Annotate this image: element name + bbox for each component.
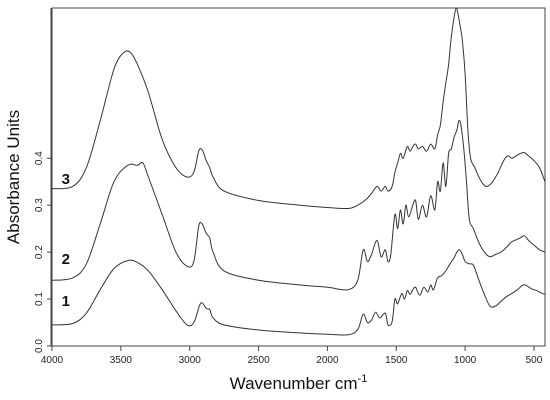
series-line-1 xyxy=(51,249,546,336)
plot-frame xyxy=(51,7,546,347)
plot-border xyxy=(51,7,546,347)
series-line-2 xyxy=(51,119,546,291)
y-tick-label: 0.1 xyxy=(34,292,45,306)
x-tick-label: 2000 xyxy=(316,355,339,366)
series-group xyxy=(51,7,546,336)
curve-label-3: 3 xyxy=(62,171,70,188)
y-tick-label: 0.4 xyxy=(34,151,45,165)
x-axis-title-superscript: -1 xyxy=(358,373,368,385)
curve-labels: 1 2 3 xyxy=(62,171,70,310)
x-axis: 4000 3500 3000 2500 2000 1500 1000 500 xyxy=(41,346,543,366)
y-axis-title: Absorbance Units xyxy=(4,110,23,244)
x-tick-label: 1500 xyxy=(385,355,408,366)
x-tick-label: 1000 xyxy=(454,355,477,366)
x-tick-label: 500 xyxy=(526,355,543,366)
y-axis: 0.0 0.1 0.2 0.3 0.4 xyxy=(34,8,52,353)
y-tick-label: 0.0 xyxy=(34,339,45,353)
x-tick-label: 3500 xyxy=(110,355,133,366)
y-tick-label: 0.3 xyxy=(34,198,45,212)
x-tick-label: 3000 xyxy=(179,355,202,366)
x-tick-label: 4000 xyxy=(41,355,64,366)
curve-label-1: 1 xyxy=(62,293,70,310)
x-axis-title-text: Wavenumber cm xyxy=(230,374,358,393)
x-axis-title: Wavenumber cm-1 xyxy=(230,373,368,393)
x-tick-label: 2500 xyxy=(247,355,270,366)
series-line-3 xyxy=(51,7,546,210)
y-tick-label: 0.2 xyxy=(34,245,45,259)
curve-label-2: 2 xyxy=(62,251,70,268)
